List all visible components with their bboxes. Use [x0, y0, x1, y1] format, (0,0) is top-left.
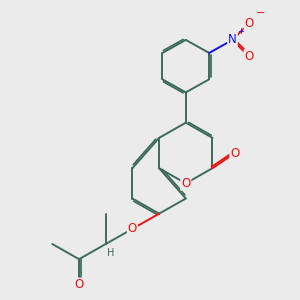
Text: O: O — [74, 278, 84, 292]
Text: O: O — [244, 17, 254, 30]
Text: O: O — [181, 177, 190, 190]
Text: N: N — [228, 33, 237, 46]
Text: O: O — [230, 146, 239, 160]
Text: +: + — [237, 27, 244, 36]
Text: O: O — [128, 222, 137, 236]
Text: O: O — [244, 50, 254, 63]
Text: H: H — [106, 248, 114, 257]
Text: −: − — [256, 8, 265, 18]
